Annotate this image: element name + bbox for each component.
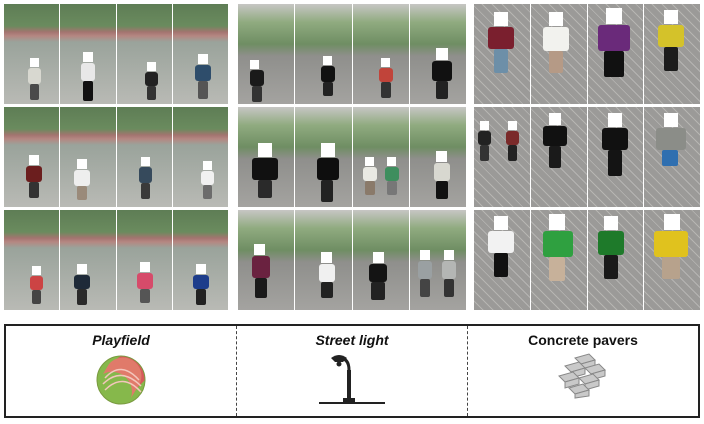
pavers-frame (530, 4, 587, 104)
street-frame (238, 210, 295, 310)
playfield-frame (60, 4, 116, 104)
street-frame (409, 107, 466, 207)
pavers-frame (644, 210, 700, 310)
street-frame (352, 4, 409, 104)
playfield-frame (116, 4, 172, 104)
street-row-1 (238, 4, 466, 104)
legend-item-concrete-pavers: Concrete pavers (467, 326, 698, 416)
playfield-row-1 (4, 4, 228, 104)
playfield-row-2 (4, 107, 228, 207)
street-image-grid (238, 4, 466, 310)
legend-label: Street light (315, 332, 389, 348)
street-frame (352, 107, 409, 207)
pavers-frame (474, 107, 530, 207)
pavers-frame (474, 4, 530, 104)
playfield-frame (172, 210, 228, 310)
pavers-frame (644, 107, 700, 207)
pavers-frame (530, 107, 587, 207)
street-frame (295, 107, 352, 207)
playfield-frame (116, 107, 172, 207)
street-frame (352, 210, 409, 310)
playfield-icon (95, 354, 147, 411)
legend-item-playfield: Playfield (6, 326, 236, 416)
playfield-frame (172, 4, 228, 104)
street-frame (238, 107, 295, 207)
street-frame (295, 4, 352, 104)
legend-label: Playfield (92, 332, 150, 348)
pavers-frame (644, 4, 700, 104)
playfield-frame (4, 210, 60, 310)
playfield-frame (116, 210, 172, 310)
playfield-frame (4, 4, 60, 104)
street-frame (238, 4, 295, 104)
street-frame (409, 210, 466, 310)
playfield-frame (60, 210, 116, 310)
playfield-frame (172, 107, 228, 207)
concrete-pavers-icon (555, 352, 611, 405)
street-frame (295, 210, 352, 310)
pavers-frame (587, 4, 644, 104)
pavers-row-1 (474, 4, 700, 104)
playfield-row-3 (4, 210, 228, 310)
pavers-row-3 (474, 210, 700, 310)
playfield-frame (4, 107, 60, 207)
street-light-icon (317, 350, 387, 411)
pavers-frame (474, 210, 530, 310)
pavers-frame (587, 210, 644, 310)
pavers-row-2 (474, 107, 700, 207)
street-row-3 (238, 210, 466, 310)
pavers-frame (587, 107, 644, 207)
legend-label: Concrete pavers (528, 332, 638, 348)
legend-box: Playfield Street light (4, 324, 700, 418)
pavers-frame (530, 210, 587, 310)
pavers-image-grid (474, 4, 700, 310)
playfield-image-grid (4, 4, 228, 310)
street-row-2 (238, 107, 466, 207)
playfield-frame (60, 107, 116, 207)
legend-item-street-light: Street light (236, 326, 467, 416)
street-frame (409, 4, 466, 104)
